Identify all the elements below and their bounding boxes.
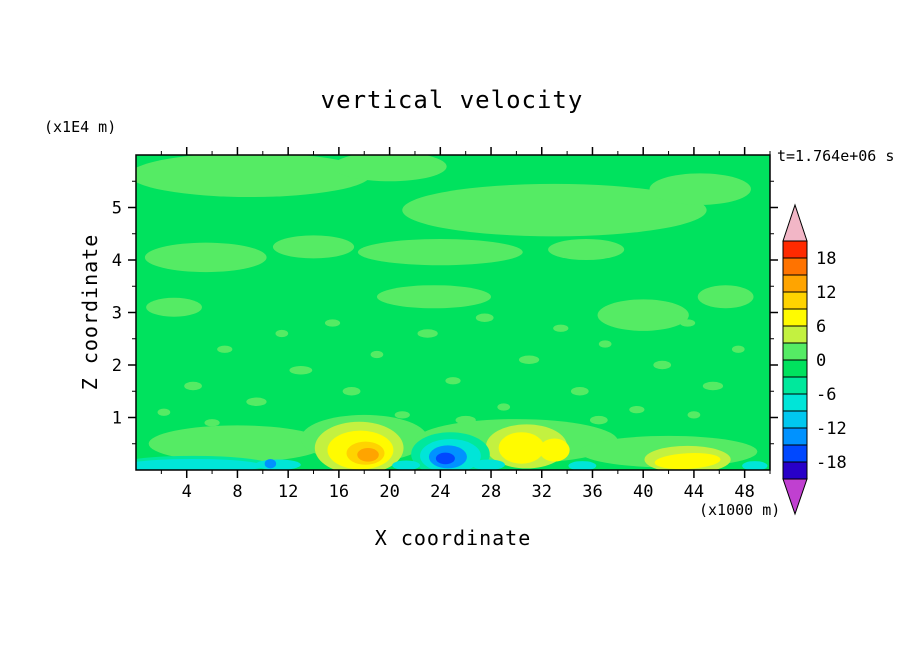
svg-text:1: 1 xyxy=(112,409,122,429)
svg-text:48: 48 xyxy=(734,482,754,502)
svg-text:0: 0 xyxy=(816,351,826,371)
svg-text:3: 3 xyxy=(112,304,122,324)
svg-text:16: 16 xyxy=(329,482,349,502)
svg-text:36: 36 xyxy=(582,482,602,502)
time-label: t=1.764e+06 s xyxy=(777,147,895,165)
x-axis-title: X coordinate xyxy=(374,526,532,550)
svg-text:4: 4 xyxy=(112,251,122,271)
svg-text:28: 28 xyxy=(481,482,501,502)
svg-text:-18: -18 xyxy=(816,453,847,473)
svg-text:2: 2 xyxy=(112,356,122,376)
svg-text:8: 8 xyxy=(232,482,242,502)
svg-text:12: 12 xyxy=(278,482,298,502)
svg-text:4: 4 xyxy=(182,482,192,502)
svg-text:6: 6 xyxy=(816,317,826,337)
x-axis-unit-label: (x1000 m) xyxy=(699,501,781,519)
svg-text:12: 12 xyxy=(816,283,836,303)
svg-text:44: 44 xyxy=(684,482,704,502)
svg-text:40: 40 xyxy=(633,482,653,502)
svg-text:5: 5 xyxy=(112,199,122,219)
svg-text:-12: -12 xyxy=(816,419,847,439)
svg-text:20: 20 xyxy=(379,482,399,502)
svg-text:-6: -6 xyxy=(816,385,836,405)
svg-text:32: 32 xyxy=(532,482,552,502)
plot-title: vertical velocity xyxy=(320,86,584,114)
svg-text:24: 24 xyxy=(430,482,450,502)
svg-text:18: 18 xyxy=(816,249,836,269)
y-axis-unit-label: (x1E4 m) xyxy=(44,118,117,136)
